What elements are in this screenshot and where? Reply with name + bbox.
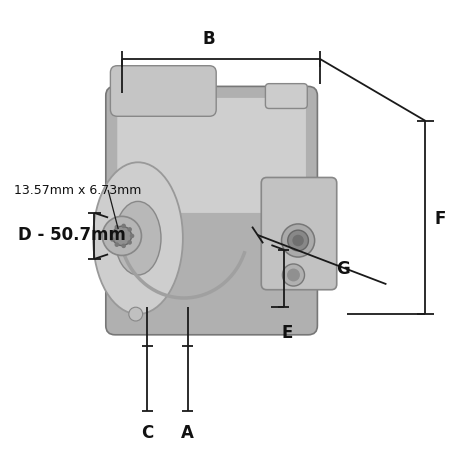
FancyBboxPatch shape <box>261 178 336 290</box>
Ellipse shape <box>112 227 131 246</box>
Text: A: A <box>181 423 194 441</box>
Text: 13.57mm x 6.73mm: 13.57mm x 6.73mm <box>14 184 141 197</box>
Ellipse shape <box>129 308 142 321</box>
FancyBboxPatch shape <box>265 84 307 109</box>
Text: E: E <box>281 324 292 341</box>
Ellipse shape <box>110 238 114 242</box>
Text: G: G <box>335 259 349 278</box>
Ellipse shape <box>282 264 304 286</box>
Ellipse shape <box>129 234 134 239</box>
Text: F: F <box>434 209 445 227</box>
Ellipse shape <box>281 224 314 257</box>
Text: B: B <box>202 30 215 48</box>
Ellipse shape <box>127 228 132 232</box>
Ellipse shape <box>121 244 126 249</box>
Ellipse shape <box>102 217 141 256</box>
Ellipse shape <box>93 163 183 314</box>
Ellipse shape <box>287 231 308 252</box>
FancyBboxPatch shape <box>110 67 216 117</box>
Ellipse shape <box>115 202 161 275</box>
FancyBboxPatch shape <box>117 99 305 213</box>
Text: D - 50.7mm: D - 50.7mm <box>18 225 126 243</box>
FancyBboxPatch shape <box>106 87 317 335</box>
Text: C: C <box>141 423 153 441</box>
Ellipse shape <box>121 224 126 229</box>
Ellipse shape <box>114 225 119 230</box>
Ellipse shape <box>286 269 299 282</box>
Ellipse shape <box>292 235 303 247</box>
Ellipse shape <box>127 241 132 245</box>
Ellipse shape <box>110 230 114 235</box>
Ellipse shape <box>114 243 119 247</box>
